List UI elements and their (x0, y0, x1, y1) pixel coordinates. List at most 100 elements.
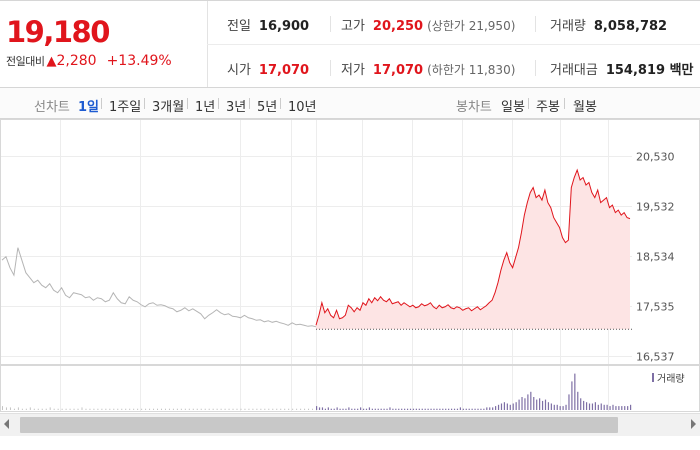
period-1w[interactable]: 1주일 (109, 100, 142, 115)
volume-bar (424, 408, 426, 410)
volume-bar (430, 408, 432, 410)
period-1y[interactable]: 1년 (195, 100, 216, 115)
up-arrow-icon: ▲ (46, 54, 57, 69)
volume-bar (368, 407, 371, 410)
y-tick-label: 18,534 (636, 251, 675, 264)
volume-bar (65, 408, 67, 410)
volume-bar (93, 408, 95, 410)
period-3m[interactable]: 3개월 (152, 100, 185, 115)
volume-bar (354, 408, 356, 410)
volume-bar (105, 408, 107, 410)
volume-bar (495, 406, 497, 410)
prev-day-line (1, 247, 317, 328)
y-tick-label: 20,530 (636, 151, 675, 164)
volume-bar (415, 408, 417, 410)
stat-amount: 거래대금 154,819 백만 (550, 59, 694, 78)
volume-bar (117, 408, 119, 410)
volume-bar (600, 403, 602, 410)
candle-daily[interactable]: 일봉 (501, 100, 525, 115)
volume-bar (618, 406, 620, 410)
volume-bar (339, 408, 341, 410)
volume-bar (69, 408, 71, 410)
volume-bar (512, 403, 514, 410)
volume-bar (553, 404, 555, 410)
volume-bar (406, 408, 409, 410)
candle-monthly[interactable]: 월봉 (573, 100, 597, 115)
volume-bar (456, 408, 459, 410)
volume-bar (176, 408, 178, 410)
volume-bar (459, 407, 461, 410)
candle-chart-label: 봉차트 (456, 100, 492, 115)
stat-label: 거래량 (550, 19, 586, 34)
volume-bar (304, 408, 306, 410)
change-percent: +13.49% (106, 53, 172, 69)
volume-bar (433, 408, 435, 410)
volume-bar (284, 408, 286, 410)
line-chart-label: 선차트 (34, 100, 70, 115)
volume-bar (377, 408, 379, 410)
scroll-right-icon[interactable] (691, 419, 696, 429)
period-1d[interactable]: 1일 (78, 100, 100, 115)
chart-scrollbar[interactable] (0, 413, 700, 436)
volume-bar (33, 408, 35, 410)
volume-bar (109, 408, 111, 410)
stat-label: 고가 (341, 19, 365, 34)
volume-bar (386, 408, 388, 410)
volume-bar (404, 408, 406, 410)
volume-bar (480, 408, 482, 410)
volume-bar (591, 403, 594, 410)
change-label: 전일대비 (6, 55, 45, 68)
divider (528, 98, 529, 109)
volume-bar (45, 408, 47, 410)
volume-bar (172, 408, 174, 410)
candle-weekly[interactable]: 주봉 (536, 100, 560, 115)
volume-bar (160, 408, 162, 410)
volume-bar (260, 408, 262, 410)
volume-bar (615, 406, 617, 410)
volume-bar (21, 408, 23, 410)
volume-bar (180, 408, 182, 410)
volume-bar (500, 403, 503, 410)
volume-bar (365, 408, 368, 410)
volume-bar (327, 407, 329, 410)
stat-sub: (하한가 11,830) (427, 63, 516, 77)
stat-label: 시가 (227, 63, 251, 78)
scroll-left-icon[interactable] (4, 419, 9, 429)
stat-high: 고가 20,250 (상한가 21,950) (341, 15, 515, 34)
volume-bar (2, 406, 3, 410)
volume-bar (129, 408, 131, 410)
volume-bar (565, 404, 567, 410)
volume-bar (556, 404, 558, 410)
volume-bar (392, 408, 394, 410)
volume-bar (518, 399, 520, 410)
period-10y[interactable]: 10년 (288, 100, 317, 115)
volume-legend-swatch (652, 373, 654, 382)
volume-bar (571, 381, 573, 410)
volume-bar (389, 407, 391, 410)
scroll-thumb[interactable] (20, 417, 618, 433)
volume-bar (232, 408, 234, 410)
volume-bar (125, 408, 127, 410)
volume-bar (85, 408, 87, 410)
volume-bar (445, 408, 447, 410)
volume-bar (164, 408, 166, 410)
volume-bar (330, 408, 332, 410)
period-5y[interactable]: 5년 (257, 100, 278, 115)
volume-bar (149, 408, 151, 410)
volume-bar (497, 404, 500, 410)
volume-bar (312, 408, 314, 410)
period-3y[interactable]: 3년 (226, 100, 247, 115)
volume-bar (568, 394, 570, 410)
volume-bar (208, 408, 210, 410)
volume-bar (342, 408, 344, 410)
volume-bar (398, 408, 400, 410)
volume-bar (533, 397, 535, 410)
volume-panel (0, 365, 700, 412)
y-tick-label: 19,532 (636, 201, 675, 214)
volume-bar (371, 408, 373, 410)
volume-bar (527, 394, 529, 410)
volume-bar (81, 407, 83, 410)
volume-bar (9, 407, 11, 410)
volume-bar (486, 407, 488, 410)
volume-bar (483, 408, 485, 410)
